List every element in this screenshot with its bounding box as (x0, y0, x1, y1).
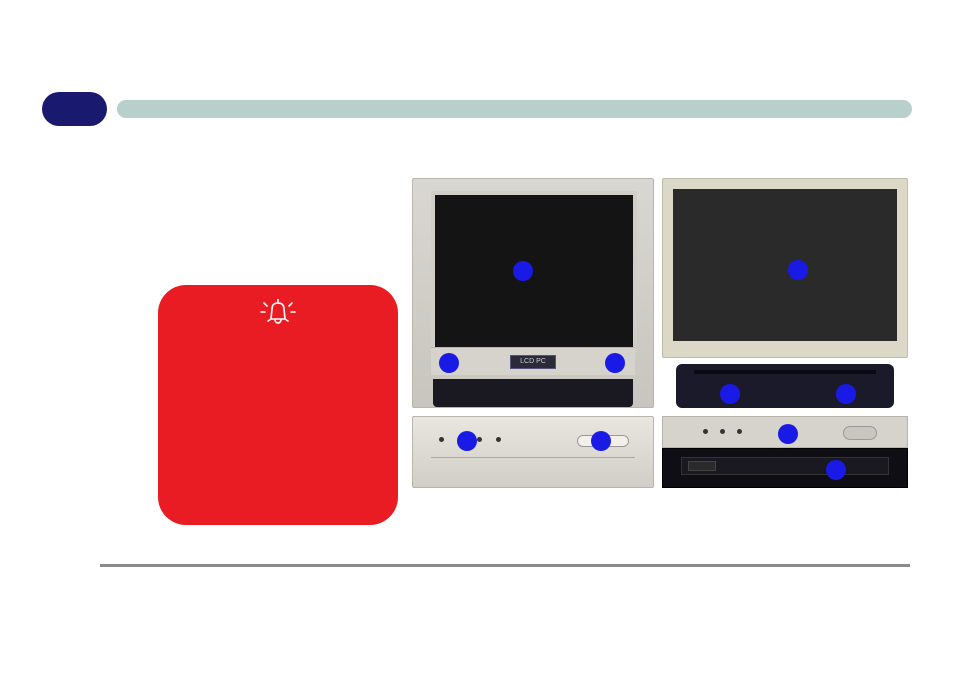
monitor-beige (662, 178, 908, 408)
callout-beige-base-right (836, 384, 856, 404)
monitor-beige-screen (673, 189, 897, 341)
callout-beige-screen (788, 260, 808, 280)
callout-detail-silver-slot (591, 431, 611, 451)
callout-detail-black-top (778, 424, 798, 444)
callout-beige-base-left (720, 384, 740, 404)
callout-detail-silver-leds (457, 431, 477, 451)
monitor-beige-base (676, 364, 894, 408)
alarm-bell-icon (260, 299, 296, 329)
header-navy-pill (42, 92, 107, 126)
callout-silver-screen (513, 261, 533, 281)
callout-detail-black-dvd (826, 460, 846, 480)
callout-silver-speaker-left (439, 353, 459, 373)
optical-drive (662, 448, 908, 488)
monitor-silver: LCD PC (412, 178, 654, 408)
monitor-silver-screen (435, 195, 633, 349)
header-teal-pill (117, 100, 912, 118)
product-images-area: LCD PC (412, 178, 912, 496)
warning-box (158, 285, 398, 525)
footer-divider (100, 564, 910, 567)
lcd-pc-badge: LCD PC (510, 355, 556, 369)
detail-row (412, 416, 912, 488)
header-bar (42, 92, 912, 126)
led-indicators-beige (703, 429, 742, 434)
monitors-row: LCD PC (412, 178, 912, 408)
monitor-silver-base (433, 379, 633, 407)
power-button-beige (843, 426, 877, 440)
dvd-label (688, 461, 716, 471)
detail-panel-black (662, 416, 908, 488)
detail-panel-silver (412, 416, 654, 488)
callout-silver-speaker-right (605, 353, 625, 373)
